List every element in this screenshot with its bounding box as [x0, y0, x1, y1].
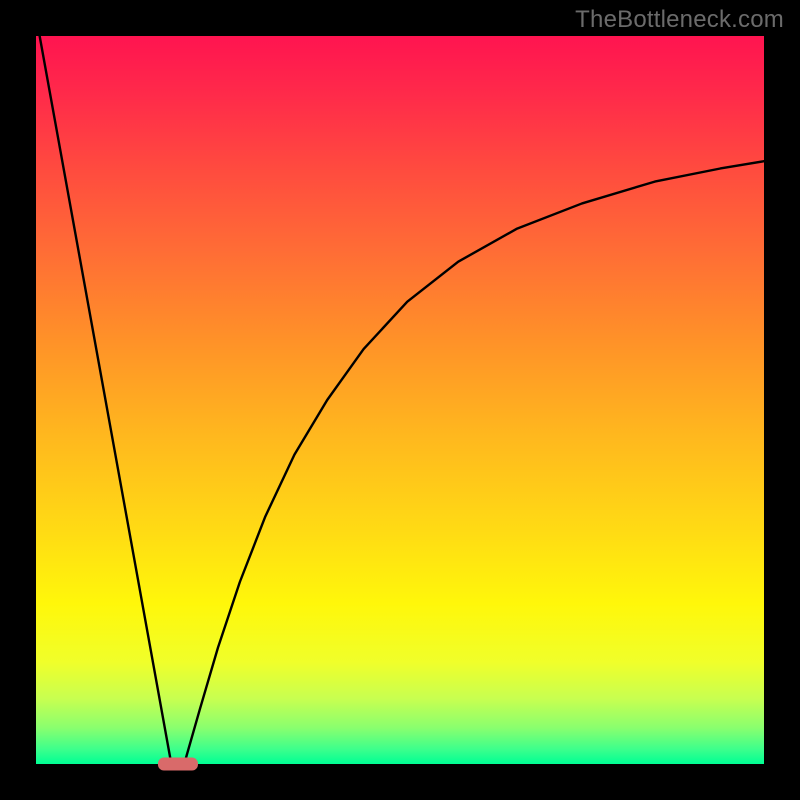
chart-plot-area — [36, 36, 764, 764]
watermark-text: TheBottleneck.com — [575, 6, 784, 34]
bottleneck-chart — [0, 0, 800, 800]
minimum-marker — [158, 757, 198, 770]
chart-container: { "watermark": { "text": "TheBottleneck.… — [0, 0, 800, 800]
